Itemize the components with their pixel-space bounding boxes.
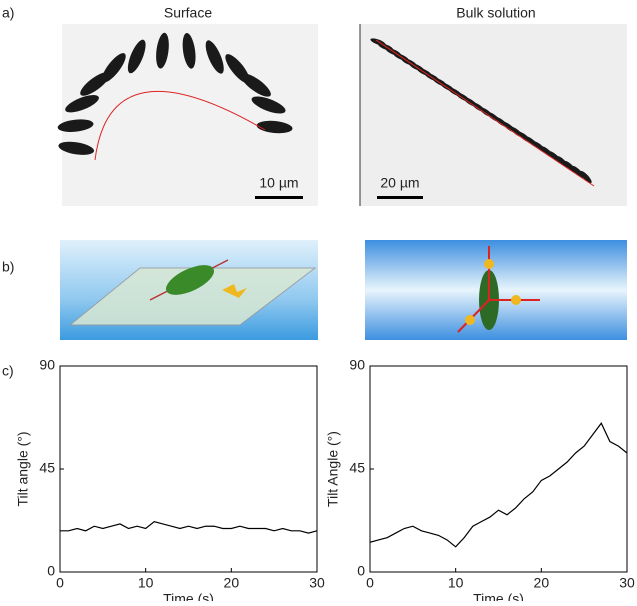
cell bbox=[156, 32, 169, 69]
cell bbox=[165, 265, 215, 295]
cell bbox=[127, 39, 146, 74]
cell bbox=[240, 73, 271, 97]
cell bbox=[572, 165, 585, 179]
scale-label: 10 µm bbox=[259, 175, 298, 191]
x-axis-label: Time (s) bbox=[163, 591, 214, 601]
y-tick-label: 0 bbox=[357, 563, 365, 579]
y-axis-label: Tilt Angle (°) bbox=[325, 431, 341, 507]
arrow-icon bbox=[222, 284, 247, 298]
x-axis-label: Time (s) bbox=[473, 591, 524, 601]
y-axis-label: Tilt angle (°) bbox=[15, 431, 31, 506]
plot-frame bbox=[369, 365, 628, 573]
heading: Bulk solution bbox=[456, 5, 535, 21]
cell bbox=[580, 170, 592, 184]
trajectory bbox=[375, 39, 595, 187]
plane bbox=[68, 267, 317, 326]
cell bbox=[256, 120, 293, 134]
heading: Surface bbox=[164, 5, 212, 21]
y-tick-label: 90 bbox=[39, 357, 55, 373]
x-tick-label: 0 bbox=[366, 575, 374, 591]
x-tick-label: 0 bbox=[56, 575, 64, 591]
x-tick-label: 20 bbox=[534, 575, 550, 591]
panel-label: c) bbox=[2, 363, 14, 379]
panel-label: b) bbox=[2, 259, 14, 275]
plot-frame bbox=[59, 365, 318, 573]
cell bbox=[101, 53, 126, 83]
scale-bar bbox=[377, 196, 423, 199]
y-tick-label: 45 bbox=[39, 460, 55, 476]
rotation-icon bbox=[484, 259, 494, 269]
cell bbox=[57, 119, 94, 132]
scale-label: 20 µm bbox=[380, 175, 419, 191]
cell bbox=[251, 96, 286, 114]
y-tick-label: 90 bbox=[349, 357, 365, 373]
x-tick-label: 30 bbox=[619, 575, 635, 591]
trajectory bbox=[94, 90, 266, 161]
y-tick-label: 0 bbox=[47, 563, 55, 579]
data-line bbox=[60, 520, 318, 534]
cell bbox=[205, 40, 224, 74]
cell bbox=[65, 95, 99, 113]
axis-arrow bbox=[457, 299, 490, 333]
cell bbox=[58, 141, 95, 155]
panel-label: a) bbox=[2, 5, 14, 21]
x-tick-label: 30 bbox=[309, 575, 325, 591]
y-tick-label: 45 bbox=[349, 460, 365, 476]
x-tick-label: 10 bbox=[138, 575, 154, 591]
data-line bbox=[369, 422, 628, 548]
x-tick-label: 10 bbox=[448, 575, 464, 591]
cell bbox=[182, 33, 196, 69]
rotation-icon bbox=[511, 295, 521, 305]
x-tick-label: 20 bbox=[224, 575, 240, 591]
rotation-icon bbox=[465, 315, 475, 325]
scale-bar bbox=[255, 196, 303, 199]
